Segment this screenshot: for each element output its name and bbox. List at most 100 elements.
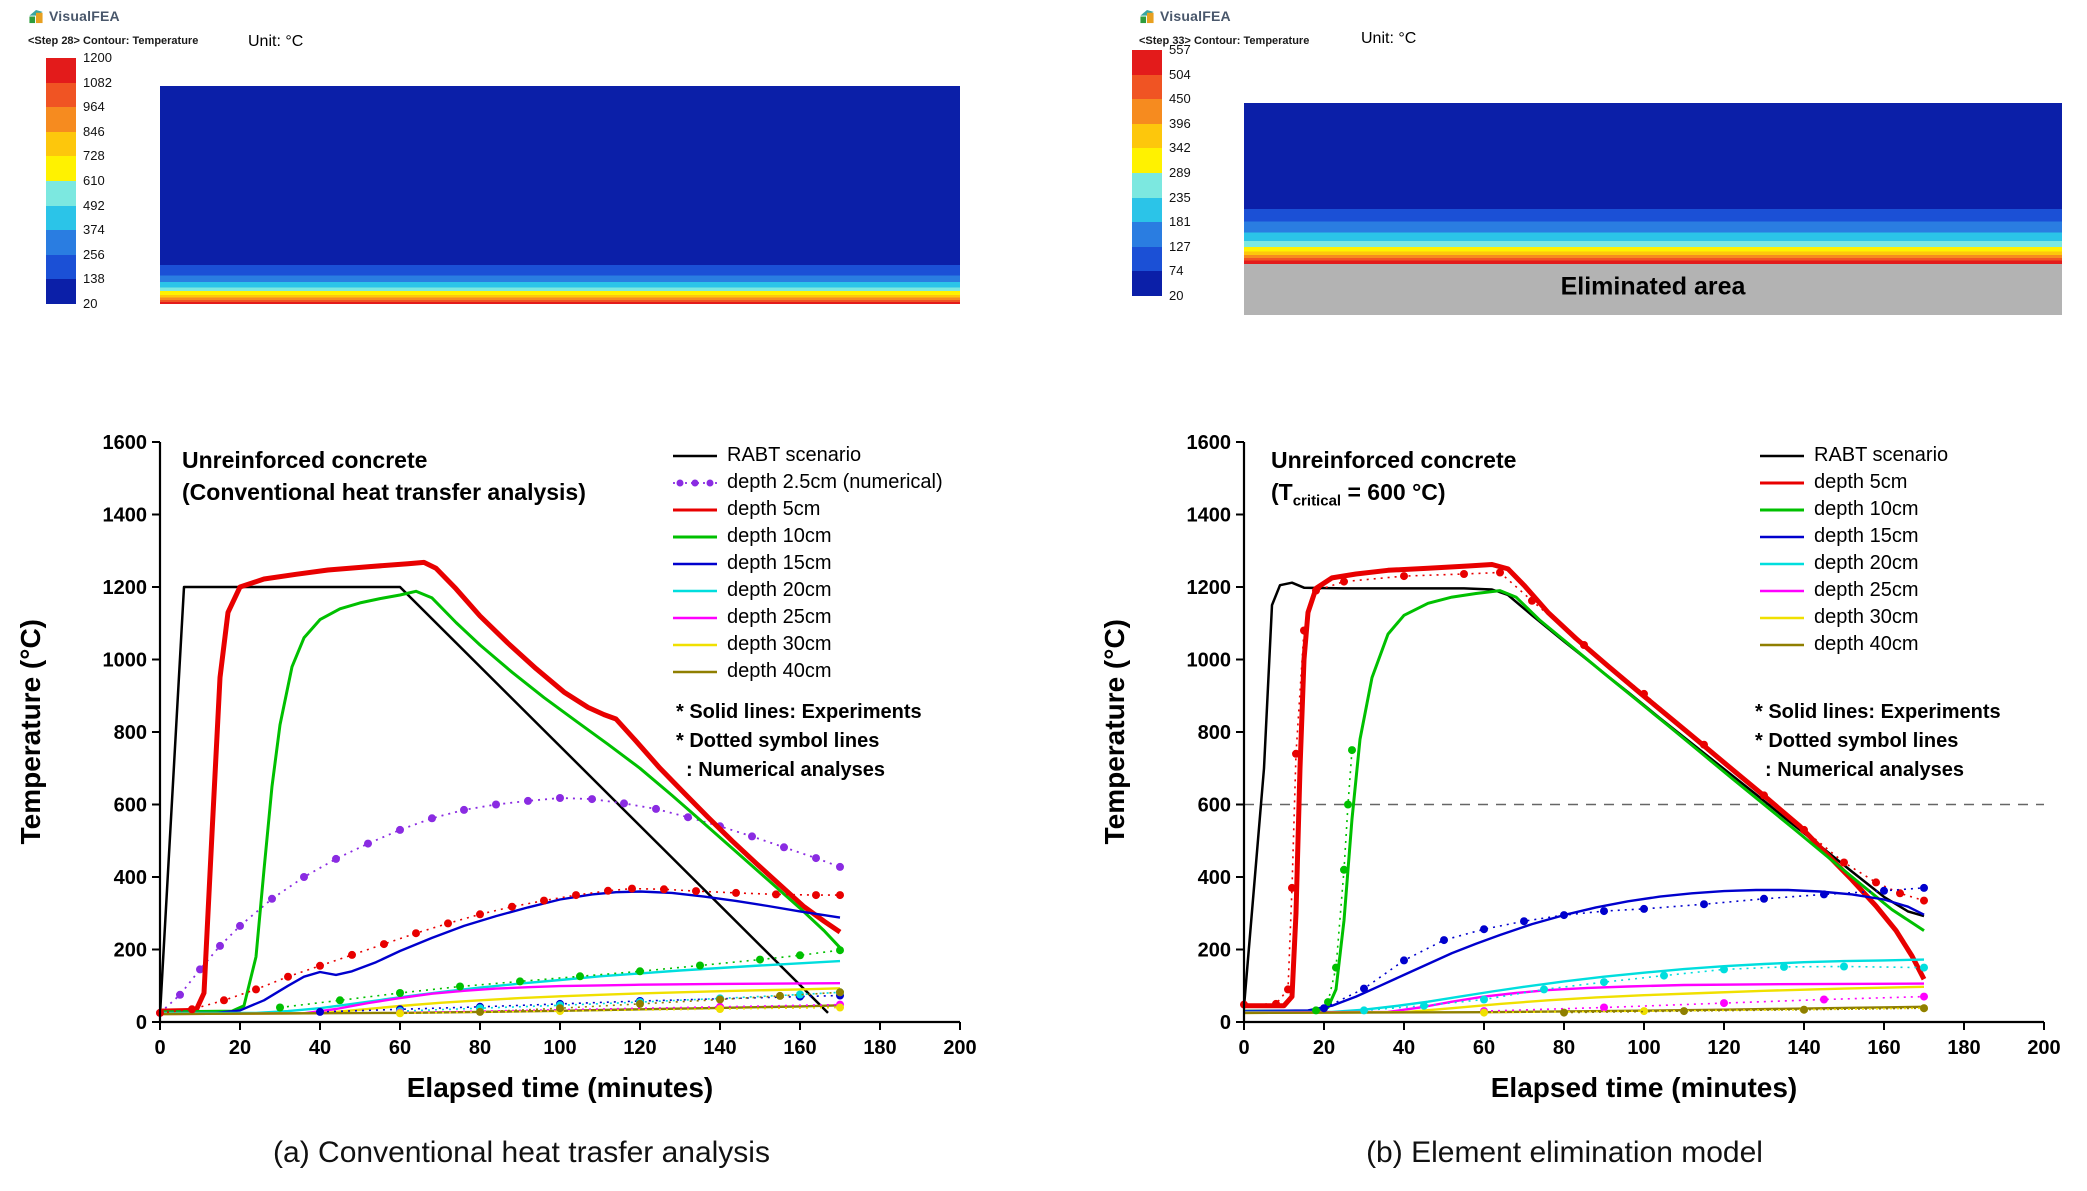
colorbar-label: 181 [1169,214,1191,230]
chart-notes: * Solid lines: Experiments * Dotted symb… [1755,698,2001,785]
chart-title: Unreinforced concrete (Tcritical = 600 °… [1271,444,1516,518]
note-line: : Numerical analyses [686,759,885,781]
legend-line-sample [673,589,717,592]
colorbar-cell [1132,197,1162,223]
y-tick-label: 800 [114,722,147,744]
series-marker [1344,800,1352,809]
colorbar-cell [1132,74,1162,100]
y-tick-label: 600 [114,795,147,817]
legend-line-sample [673,535,717,538]
legend-label: depth 20cm [727,579,832,601]
series-line [159,797,841,1014]
caption-text: Element elimination model [1411,1136,1763,1169]
legend-line-sample [1760,643,1804,646]
y-tick-label: 1400 [1187,505,1232,527]
series-marker [380,940,388,949]
x-tick-label: 140 [703,1037,736,1059]
series-marker [1420,1001,1428,1010]
series-marker [1920,896,1928,905]
colorbar-label: 289 [1169,165,1191,180]
colorbar-label: 557 [1169,42,1191,57]
colorbar-label: 256 [83,246,105,262]
legend-line-sample [673,616,717,619]
y-axis-title: Temperature (°C) [15,619,46,845]
x-tick-label: 180 [1947,1037,1980,1059]
series-marker [628,884,636,893]
caption-prefix: (b) [1366,1136,1403,1169]
panel-caption: (b) Element elimination model [1043,1136,2086,1170]
series-marker [576,972,584,981]
legend-line-sample [673,562,717,565]
y-tick-label: 600 [1198,795,1231,817]
series-marker [336,996,344,1005]
series-line [1243,985,1925,1015]
step-contour-label: <Step 28> Contour: Temperature [28,35,199,47]
series-line [1243,1005,1925,1015]
colorbar-cell [46,107,76,132]
legend-label: RABT scenario [1814,444,1949,466]
x-tick-label: 60 [389,1037,411,1059]
caption-text: Conventional heat trasfer analysis [318,1136,770,1169]
colorbar-cell [1132,99,1162,124]
series-marker [1292,749,1300,758]
series-marker [1480,995,1488,1004]
legend-label: depth 10cm [727,525,832,547]
series-marker [1600,978,1608,987]
chart-title-line2: (Conventional heat transfer analysis) [182,479,586,505]
x-axis-title: Elapsed time (minutes) [406,1072,714,1103]
series-marker [836,988,844,997]
colorbar-label: 846 [83,123,105,139]
legend-item: depth 10cm [1759,496,1948,523]
colorbar-label: 235 [1169,189,1191,205]
y-axis-title-wrap: Temperature (°C) [8,442,54,1022]
series-marker [1872,878,1880,887]
series-marker [1460,570,1468,578]
x-tick-label: 0 [154,1037,165,1059]
series-marker [556,794,564,802]
series-line [1315,750,1353,1012]
series-marker [1680,1007,1688,1016]
series-marker [1496,568,1504,577]
legend-item: depth 5cm [1759,469,1948,496]
series-marker [1360,1006,1368,1015]
series-marker [1600,907,1608,916]
series-marker [252,985,260,994]
series-marker [492,800,500,809]
series-marker [772,890,780,899]
series-marker [1332,963,1340,972]
series-marker [396,989,404,997]
panel-caption: (a) Conventional heat trasfer analysis [0,1136,1043,1170]
series-marker [1880,886,1888,895]
series-marker [1720,999,1728,1008]
series-line [160,959,841,1015]
series-marker [1272,999,1280,1008]
legend-line-sample [673,670,717,673]
y-tick-label: 1600 [103,432,148,454]
series-marker [836,1003,844,1012]
colorbar-cell [1132,173,1162,198]
series-marker [1700,740,1708,749]
y-tick-label: 400 [1198,867,1231,889]
x-tick-label: 140 [1787,1037,1820,1059]
note-line: * Dotted symbol lines [1755,730,1959,752]
series-marker [1920,963,1928,972]
series-marker [236,921,244,930]
legend-line-sample [1760,535,1804,538]
y-tick-label: 800 [1198,722,1231,744]
temperature-colorbar: 557 504 450 396 342 289 235 181 127 74 20 [1132,43,1224,303]
y-tick-label: 400 [114,867,147,889]
legend-label: RABT scenario [727,444,862,466]
series-marker [1324,998,1332,1007]
x-axis-title: Elapsed time (minutes) [1490,1072,1798,1103]
colorbar-label: 138 [83,271,105,287]
series-marker [216,941,224,950]
colorbar-label: 374 [83,222,105,238]
legend-item: RABT scenario [672,442,943,469]
series-marker [1348,746,1356,755]
colorbar-cell [46,254,76,280]
colorbar-label: 342 [1169,140,1191,156]
series-marker [716,995,724,1004]
series-marker [1700,900,1708,909]
note-line: : Numerical analyses [1765,759,1964,781]
visualfea-logo-text: VisualFEA [1160,8,1231,24]
